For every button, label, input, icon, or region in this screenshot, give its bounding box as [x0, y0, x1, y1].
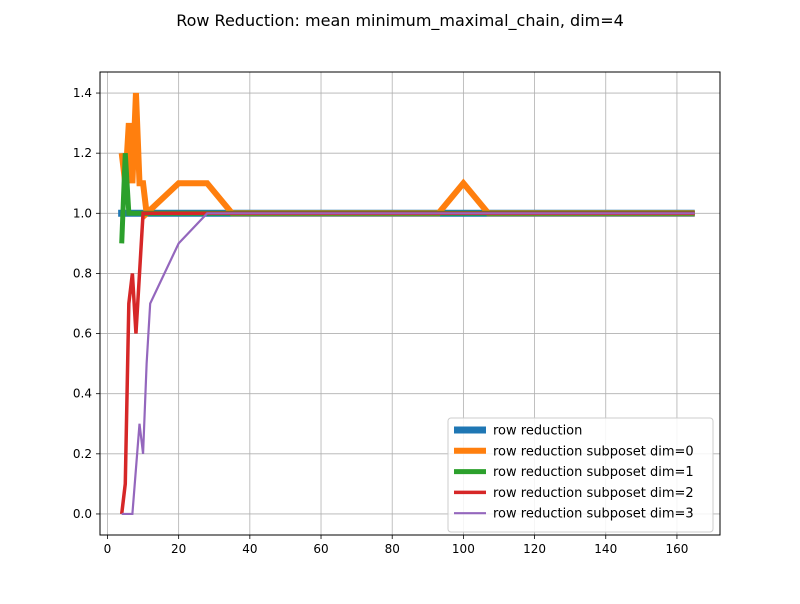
- series-line-3: [119, 211, 695, 515]
- legend: row reduction row reduction subposet dim=…: [447, 417, 714, 533]
- y-tick-label: 1.4: [73, 86, 92, 100]
- legend-box: [447, 417, 714, 533]
- y-tick-label: 0.6: [73, 327, 92, 341]
- plot-frame: [99, 71, 721, 536]
- y-tick-label: 0.4: [73, 387, 92, 401]
- legend-label: row reduction subposet dim=2: [493, 486, 694, 501]
- x-tick-label: 60: [313, 542, 328, 556]
- legend-label: row reduction subposet dim=1: [493, 465, 694, 480]
- series-layer: [118, 92, 695, 516]
- series-line-2: [119, 153, 695, 244]
- x-tick-label: 40: [242, 542, 257, 556]
- y-tick-label: 0.0: [73, 507, 92, 521]
- legend-label: row reduction subposet dim=0: [493, 444, 694, 459]
- legend-label: row reduction subposet dim=3: [493, 507, 694, 522]
- y-tick-label: 1.2: [73, 146, 92, 160]
- axis-ticks: 0 20 40 60 80 100 120 140 160 0.0 0.2 0.4 0.6 0.8 1.0 1…: [73, 86, 688, 556]
- grid: [100, 72, 720, 535]
- y-tick-label: 1.0: [73, 206, 92, 220]
- x-tick-label: 100: [452, 542, 475, 556]
- chart-title: Row Reduction: mean minimum_maximal_chai…: [176, 11, 624, 31]
- x-tick-label: 140: [594, 542, 617, 556]
- legend-label: row reduction: [493, 424, 582, 439]
- x-tick-label: 160: [665, 542, 688, 556]
- y-tick-label: 0.2: [73, 447, 92, 461]
- x-tick-label: 0: [104, 542, 112, 556]
- x-tick-label: 20: [171, 542, 186, 556]
- series-line-4: [121, 212, 695, 516]
- x-tick-label: 80: [385, 542, 400, 556]
- y-tick-label: 0.8: [73, 266, 92, 280]
- x-tick-label: 120: [523, 542, 546, 556]
